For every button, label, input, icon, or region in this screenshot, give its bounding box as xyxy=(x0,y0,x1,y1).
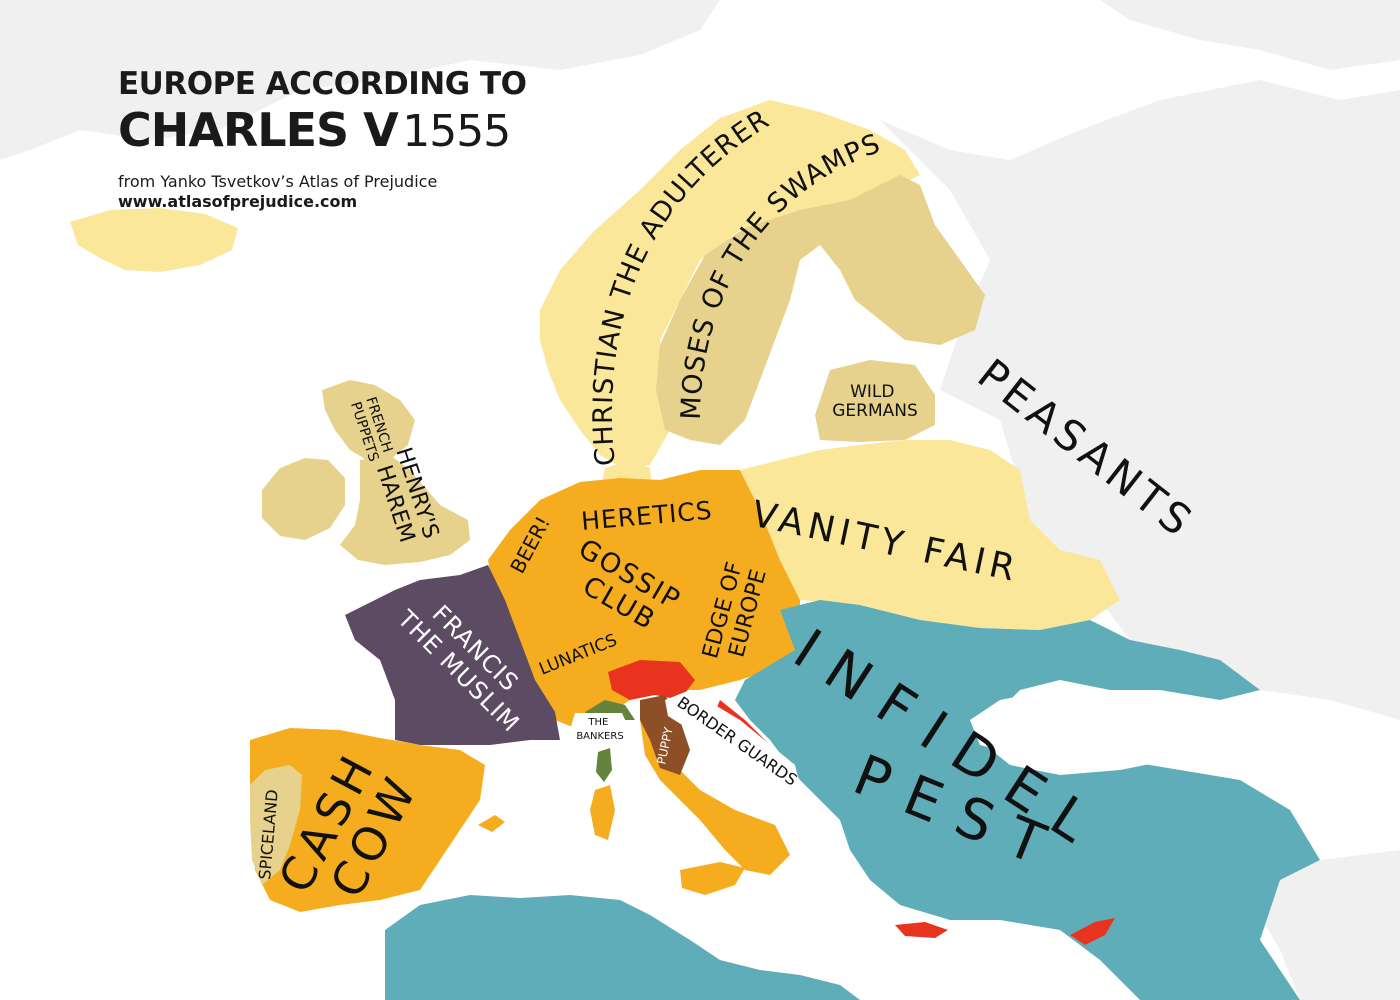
map-title-name: CHARLES V xyxy=(118,103,399,157)
region-corsica xyxy=(596,748,612,782)
region-norway xyxy=(540,100,920,470)
region-england xyxy=(340,455,470,565)
bankers-callout xyxy=(570,713,632,745)
border-guards-callout xyxy=(665,690,800,795)
region-sweden-finland xyxy=(656,175,985,445)
region-ottoman xyxy=(735,600,1320,1000)
map-title-year: 1555 xyxy=(402,106,511,157)
arctic-islands xyxy=(1100,0,1400,70)
region-crete xyxy=(895,922,948,938)
region-france xyxy=(345,565,560,745)
region-spain xyxy=(250,728,485,912)
region-poland xyxy=(740,440,1120,630)
region-papal-states xyxy=(640,695,690,775)
russia-land xyxy=(880,80,1400,720)
region-cyprus xyxy=(1070,918,1115,945)
label-the-bankers: THE BANKERS xyxy=(576,717,623,742)
region-germany xyxy=(488,470,800,730)
map-title-line1: EUROPE ACCORDING TO xyxy=(118,66,527,102)
region-italy-south xyxy=(640,720,790,875)
map-title-line2: CHARLES V 1555 xyxy=(118,102,526,170)
greenland-land xyxy=(0,0,720,160)
region-venice xyxy=(608,660,695,700)
region-north-africa xyxy=(385,895,860,1000)
title-block: EUROPE ACCORDING TO CHARLES V 1555 from … xyxy=(118,66,527,212)
middle-east-land xyxy=(1240,850,1400,1000)
map-source: from Yanko Tsvetkov’s Atlas of Prejudice xyxy=(118,172,438,191)
label-wild-germans: WILD GERMANS xyxy=(832,382,918,421)
black-sea xyxy=(985,680,1210,775)
iceland xyxy=(70,208,238,272)
map-url: www.atlasofprejudice.com xyxy=(118,192,358,211)
region-sardinia xyxy=(590,785,615,840)
region-portugal xyxy=(250,765,302,885)
region-scotland xyxy=(322,380,415,462)
region-livonia xyxy=(815,360,935,442)
region-sicily xyxy=(680,862,745,895)
region-ireland xyxy=(262,458,345,540)
region-balearics xyxy=(478,815,505,832)
